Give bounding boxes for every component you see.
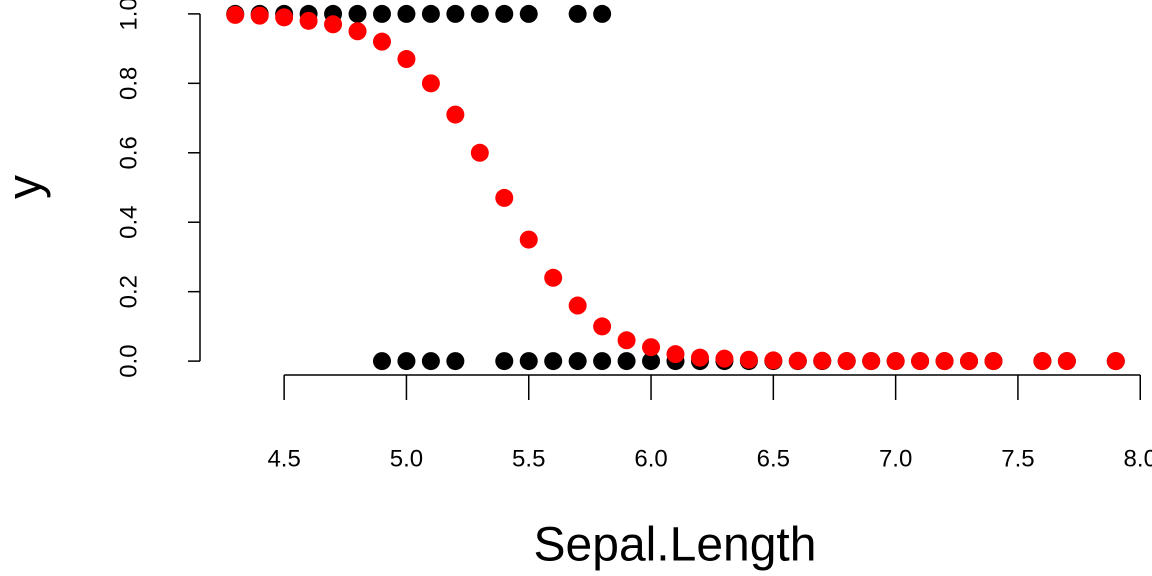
point <box>348 4 367 23</box>
point <box>275 8 294 27</box>
point <box>495 188 514 207</box>
point <box>446 105 465 124</box>
x-tick-label: 7.5 <box>1001 445 1034 472</box>
y-tick-label: 1.0 <box>115 0 142 31</box>
point <box>764 351 783 370</box>
point <box>837 352 856 371</box>
point <box>1057 352 1076 371</box>
point <box>421 4 440 23</box>
y-tick-label: 0.0 <box>115 344 142 377</box>
point <box>372 4 391 23</box>
y-tick-label: 0.2 <box>115 275 142 308</box>
point <box>421 352 440 371</box>
point <box>421 74 440 93</box>
point <box>226 5 245 24</box>
point <box>715 349 734 368</box>
y-tick-label: 0.8 <box>115 67 142 100</box>
x-tick-label: 6.0 <box>634 445 667 472</box>
x-tick-label: 4.5 <box>267 445 300 472</box>
point <box>788 351 807 370</box>
point <box>911 352 930 371</box>
point <box>617 352 636 371</box>
point <box>519 230 538 249</box>
x-tick-label: 6.5 <box>757 445 790 472</box>
point <box>397 4 416 23</box>
point <box>593 317 612 336</box>
point <box>324 15 343 34</box>
point <box>397 50 416 69</box>
point <box>495 352 514 371</box>
y-axis-title: y <box>0 175 52 199</box>
point <box>642 338 661 357</box>
point <box>617 331 636 350</box>
point <box>397 352 416 371</box>
point <box>470 4 489 23</box>
point <box>568 352 587 371</box>
point <box>593 352 612 371</box>
x-tick-label: 5.0 <box>390 445 423 472</box>
point <box>446 4 465 23</box>
point <box>593 4 612 23</box>
point <box>666 345 685 364</box>
point <box>372 32 391 51</box>
point <box>690 348 709 367</box>
point <box>813 351 832 370</box>
y-tick-label: 0.6 <box>115 136 142 169</box>
point <box>544 352 563 371</box>
point <box>642 352 661 371</box>
x-tick-label: 7.0 <box>879 445 912 472</box>
point <box>519 352 538 371</box>
point <box>1033 352 1052 371</box>
point <box>886 352 905 371</box>
y-tick-label: 0.4 <box>115 206 142 239</box>
point <box>984 352 1003 371</box>
point <box>568 296 587 315</box>
point <box>1106 352 1125 371</box>
point <box>568 4 587 23</box>
x-axis-title: Sepal.Length <box>534 519 817 572</box>
point <box>348 22 367 41</box>
point <box>299 11 318 30</box>
point <box>470 143 489 162</box>
point <box>544 268 563 287</box>
point <box>495 4 514 23</box>
point <box>446 352 465 371</box>
x-tick-label: 5.5 <box>512 445 545 472</box>
point <box>739 350 758 369</box>
point <box>862 352 881 371</box>
x-tick-label: 8.0 <box>1124 445 1152 472</box>
point <box>935 352 954 371</box>
point <box>250 6 269 25</box>
point <box>960 352 979 371</box>
point <box>519 4 538 23</box>
point <box>372 352 391 371</box>
